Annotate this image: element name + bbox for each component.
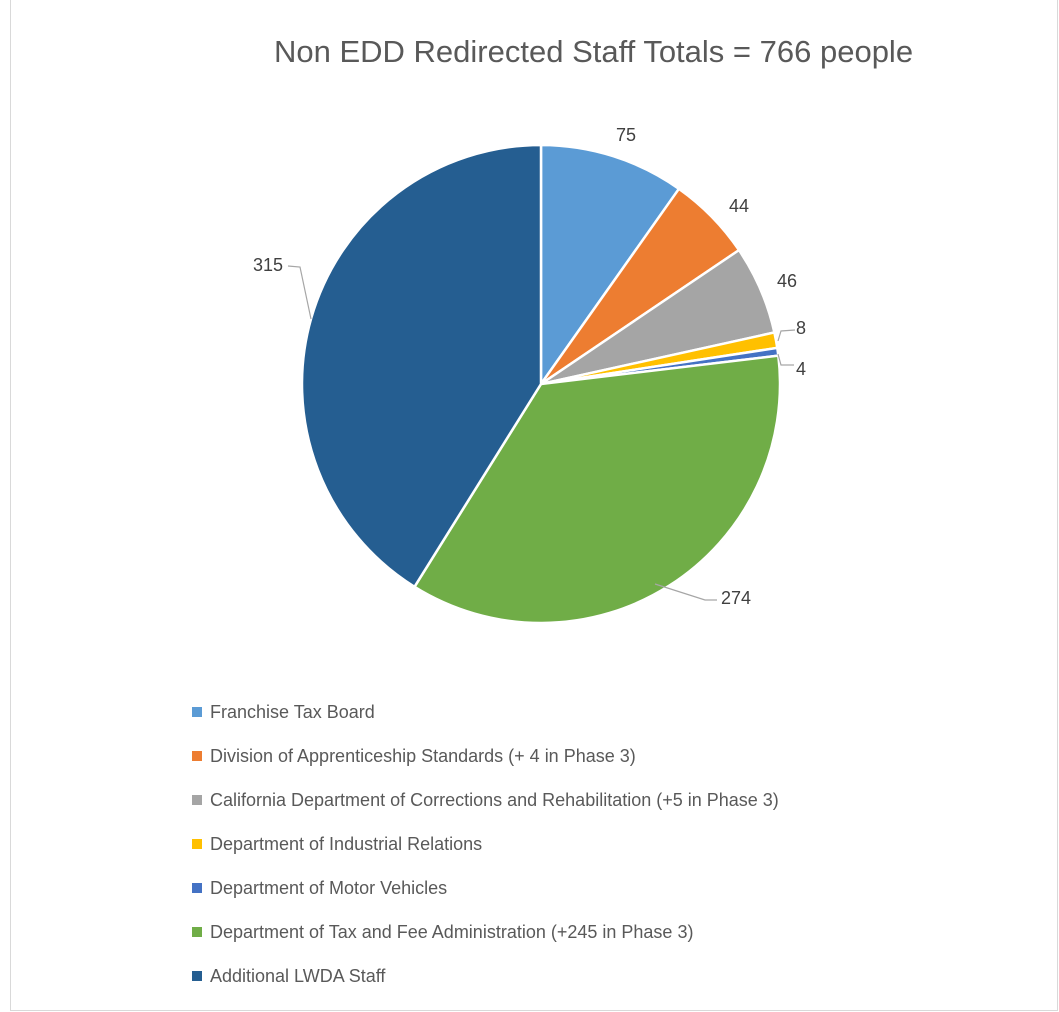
legend-item-department-of-industrial-relations: Department of Industrial Relations xyxy=(192,832,779,856)
legend-swatch xyxy=(192,971,202,981)
chart-title: Non EDD Redirected Staff Totals = 766 pe… xyxy=(274,34,914,69)
pie-slice-department-of-tax-and-fee-administration-245-in-phase-3 xyxy=(413,354,782,625)
legend-label: Department of Motor Vehicles xyxy=(210,877,448,898)
legend-label: Department of Industrial Relations xyxy=(210,833,483,854)
legend-item-franchise-tax-board: Franchise Tax Board xyxy=(192,700,779,724)
data-label-department-of-tax-and-fee-administration-245-in-phase-3: 274 xyxy=(721,588,751,608)
legend-swatch xyxy=(192,839,202,849)
data-label-franchise-tax-board: 75 xyxy=(616,125,636,145)
legend-item-division-of-apprenticeship-standards-4-in-phase-3: Division of Apprenticeship Standards (+ … xyxy=(192,744,779,768)
legend-item-california-department-of-corrections-and-rehabilitation-5-in-phase-3: California Department of Corrections and… xyxy=(192,788,779,812)
data-label-additional-lwda-staff: 315 xyxy=(253,255,283,275)
legend-swatch xyxy=(192,883,202,893)
leader-line-additional-lwda-staff xyxy=(287,265,312,320)
pie-slice-franchise-tax-board xyxy=(539,143,681,386)
legend-item-department-of-tax-and-fee-administration-245-in-phase-3: Department of Tax and Fee Administration… xyxy=(192,920,779,944)
legend-label: Department of Tax and Fee Administration… xyxy=(210,921,694,942)
legend-item-department-of-motor-vehicles: Department of Motor Vehicles xyxy=(192,876,779,900)
leader-line-department-of-motor-vehicles xyxy=(777,353,794,366)
legend-item-additional-lwda-staff: Additional LWDA Staff xyxy=(192,964,779,988)
data-label-division-of-apprenticeship-standards-4-in-phase-3: 44 xyxy=(729,196,749,216)
data-label-california-department-of-corrections-and-rehabilitation-5-in-phase-3: 46 xyxy=(777,271,797,291)
legend-label: Additional LWDA Staff xyxy=(210,965,386,986)
data-label-department-of-industrial-relations: 8 xyxy=(796,318,806,338)
chart-legend: Franchise Tax Board Division of Apprentic… xyxy=(192,700,779,1008)
legend-label: California Department of Corrections and… xyxy=(210,789,779,810)
legend-swatch xyxy=(192,707,202,717)
leader-line-department-of-industrial-relations xyxy=(777,329,796,342)
legend-swatch xyxy=(192,795,202,805)
data-label-department-of-motor-vehicles: 4 xyxy=(796,359,806,379)
legend-swatch xyxy=(192,751,202,761)
pie-chart: 75 44 46 8 4 274 315 xyxy=(253,125,806,625)
legend-swatch xyxy=(192,927,202,937)
leader-line-department-of-tax-and-fee-administration-245-in-phase-3 xyxy=(654,583,717,601)
legend-label: Franchise Tax Board xyxy=(210,701,375,722)
legend-label: Division of Apprenticeship Standards (+ … xyxy=(210,745,636,766)
